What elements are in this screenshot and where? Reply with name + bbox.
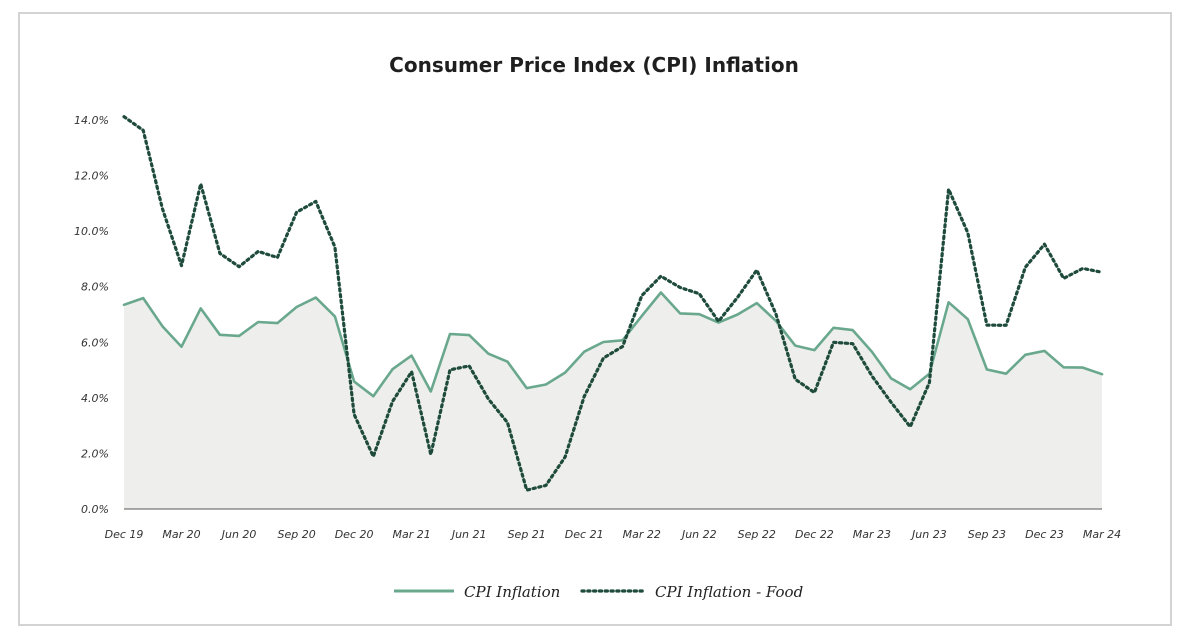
x-tick-label: Sep 21 — [508, 528, 546, 541]
plot-area: 0.0% 2.0% 4.0% 6.0% 8.0% 10.0% 12.0% 14.0% Dec 1… — [74, 114, 1121, 541]
x-tick-label: Mar 20 — [162, 528, 200, 541]
x-tick-label: Mar 23 — [853, 528, 891, 541]
x-tick-label: Mar 21 — [392, 528, 430, 541]
x-tick-label: Jun 21 — [450, 528, 487, 541]
chart-frame — [18, 12, 1172, 626]
x-tick-label: Mar 22 — [623, 528, 661, 541]
y-tick-label: 0.0% — [81, 503, 109, 516]
y-tick-label: 10.0% — [74, 225, 109, 238]
x-tick-label: Mar 24 — [1083, 528, 1121, 541]
x-tick-label: Sep 22 — [738, 528, 776, 541]
y-tick-label: 6.0% — [81, 336, 109, 349]
legend: CPI Inflation CPI Inflation - Food — [394, 583, 803, 601]
x-tick-label: Jun 20 — [220, 528, 257, 541]
y-tick-label: 8.0% — [81, 281, 109, 294]
y-tick-label: 12.0% — [74, 170, 109, 183]
series-line-cpi-inflation — [122, 291, 1104, 398]
x-tick-label: Dec 20 — [335, 528, 374, 541]
chart-title: Consumer Price Index (CPI) Inflation — [389, 53, 799, 77]
x-tick-label: Sep 23 — [968, 528, 1006, 541]
y-tick-label: 14.0% — [74, 114, 109, 127]
x-tick-label: Dec 19 — [105, 528, 144, 541]
x-tick-label: Sep 20 — [277, 528, 315, 541]
x-tick-label: Jun 23 — [910, 528, 947, 541]
series-line-cpi-inflation-food — [122, 115, 1104, 492]
y-tick-label: 2.0% — [81, 447, 109, 460]
series-area-cpi-inflation — [124, 292, 1102, 509]
x-tick-label: Dec 22 — [795, 528, 834, 541]
legend-label-cpi-inflation-food: CPI Inflation - Food — [655, 583, 803, 601]
x-tick-label: Jun 22 — [680, 528, 717, 541]
legend-label-cpi-inflation: CPI Inflation — [464, 583, 560, 601]
x-tick-label: Dec 23 — [1025, 528, 1064, 541]
y-tick-label: 4.0% — [81, 392, 109, 405]
x-tick-label: Dec 21 — [565, 528, 604, 541]
